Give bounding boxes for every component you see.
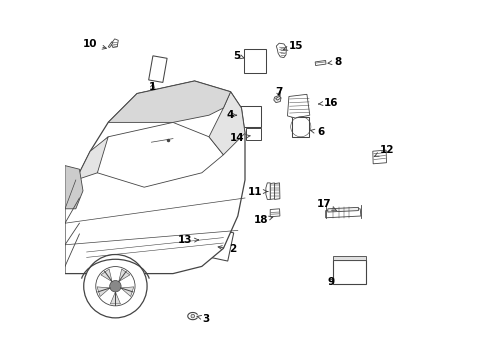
Text: 18: 18 bbox=[254, 215, 273, 225]
Text: 9: 9 bbox=[327, 276, 334, 287]
Bar bbox=[291, 115, 292, 117]
Bar bbox=[295, 115, 296, 117]
Bar bbox=[333, 260, 366, 284]
Polygon shape bbox=[65, 81, 245, 274]
Bar bbox=[246, 128, 261, 140]
Polygon shape bbox=[65, 166, 83, 209]
Polygon shape bbox=[274, 183, 280, 199]
Polygon shape bbox=[326, 209, 361, 218]
Polygon shape bbox=[108, 81, 231, 122]
Bar bbox=[148, 56, 167, 82]
Circle shape bbox=[96, 266, 135, 306]
Text: 13: 13 bbox=[178, 235, 198, 246]
Bar bbox=[333, 256, 366, 260]
Text: 11: 11 bbox=[248, 186, 268, 197]
Bar bbox=[236, 106, 261, 127]
Polygon shape bbox=[76, 137, 108, 180]
Text: 7: 7 bbox=[275, 87, 282, 97]
Polygon shape bbox=[121, 287, 134, 297]
Bar bbox=[292, 117, 310, 136]
Text: 12: 12 bbox=[374, 145, 394, 156]
Circle shape bbox=[84, 255, 147, 318]
Polygon shape bbox=[119, 269, 130, 282]
Text: 14: 14 bbox=[230, 132, 250, 143]
Text: 6: 6 bbox=[311, 127, 324, 138]
Text: 1: 1 bbox=[149, 82, 156, 92]
Bar bbox=[203, 229, 212, 256]
Polygon shape bbox=[209, 92, 245, 155]
Polygon shape bbox=[328, 207, 358, 212]
Polygon shape bbox=[111, 39, 118, 48]
Bar bbox=[293, 115, 294, 117]
Text: 16: 16 bbox=[318, 98, 339, 108]
Polygon shape bbox=[108, 42, 113, 48]
Circle shape bbox=[110, 280, 121, 292]
Polygon shape bbox=[101, 269, 112, 282]
Text: 17: 17 bbox=[317, 199, 337, 211]
Text: 10: 10 bbox=[83, 39, 106, 49]
Polygon shape bbox=[315, 60, 326, 66]
Polygon shape bbox=[288, 94, 310, 118]
Polygon shape bbox=[275, 96, 281, 100]
Bar bbox=[207, 229, 234, 261]
Circle shape bbox=[191, 314, 195, 318]
Text: 3: 3 bbox=[197, 314, 210, 324]
Polygon shape bbox=[97, 287, 110, 297]
Polygon shape bbox=[270, 183, 275, 199]
Text: 8: 8 bbox=[328, 57, 342, 67]
Polygon shape bbox=[110, 292, 121, 304]
Bar bbox=[244, 49, 266, 73]
Text: 5: 5 bbox=[233, 51, 244, 61]
Polygon shape bbox=[270, 209, 280, 217]
Polygon shape bbox=[266, 183, 270, 199]
Polygon shape bbox=[94, 122, 223, 187]
Polygon shape bbox=[276, 43, 286, 58]
Polygon shape bbox=[373, 150, 387, 164]
Text: 15: 15 bbox=[283, 41, 303, 51]
Polygon shape bbox=[274, 95, 281, 103]
Text: 2: 2 bbox=[218, 244, 236, 255]
Text: 4: 4 bbox=[226, 110, 237, 120]
